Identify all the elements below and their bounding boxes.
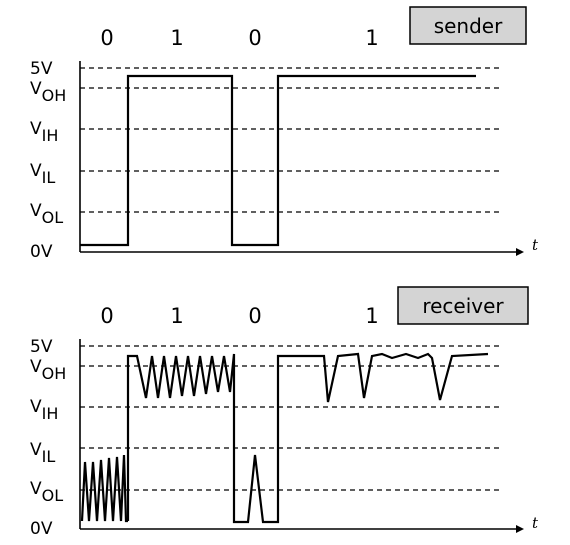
receiver-level-5v: 5V (30, 337, 53, 357)
receiver-level-vil: VIL (30, 440, 55, 466)
sender-level-5v: 5V (30, 59, 53, 79)
sender-time-arrow (516, 248, 524, 256)
receiver-label-box: receiver (397, 286, 529, 325)
sender-level-vih: VIH (30, 119, 58, 145)
sender-bit-4: 1 (365, 26, 378, 50)
receiver-level-vih: VIH (30, 397, 58, 423)
sender-bit-1: 0 (100, 26, 113, 50)
receiver-bit-1: 0 (100, 304, 113, 328)
sender-label: sender (434, 14, 503, 38)
receiver-signal (126, 352, 489, 524)
receiver-label: receiver (422, 294, 504, 318)
receiver-bit-3: 0 (248, 304, 261, 328)
sender-level-vol: VOL (30, 201, 63, 227)
sender-level-0v: 0V (30, 242, 53, 262)
receiver-panel: receiver 0 1 0 1 5V VOH VIH VIL VOL 0V t (30, 286, 539, 539)
receiver-bit-4: 1 (365, 304, 378, 328)
sender-signal (80, 74, 476, 247)
receiver-bit-2: 1 (170, 304, 183, 328)
sender-level-vil: VIL (30, 161, 55, 187)
receiver-level-0v: 0V (30, 519, 53, 539)
sender-time-label: t (532, 236, 539, 254)
receiver-signal-noise-low (80, 454, 128, 523)
receiver-time-arrow (516, 525, 524, 533)
sender-level-voh: VOH (30, 79, 66, 105)
sender-bit-3: 0 (248, 26, 261, 50)
sender-bit-2: 1 (170, 26, 183, 50)
sender-panel: sender 0 1 0 1 5V VOH VIH VIL VOL 0V t (30, 6, 539, 262)
receiver-level-voh: VOH (30, 357, 66, 383)
sender-label-box: sender (409, 6, 527, 45)
receiver-level-vol: VOL (30, 479, 63, 505)
receiver-time-label: t (532, 514, 539, 532)
